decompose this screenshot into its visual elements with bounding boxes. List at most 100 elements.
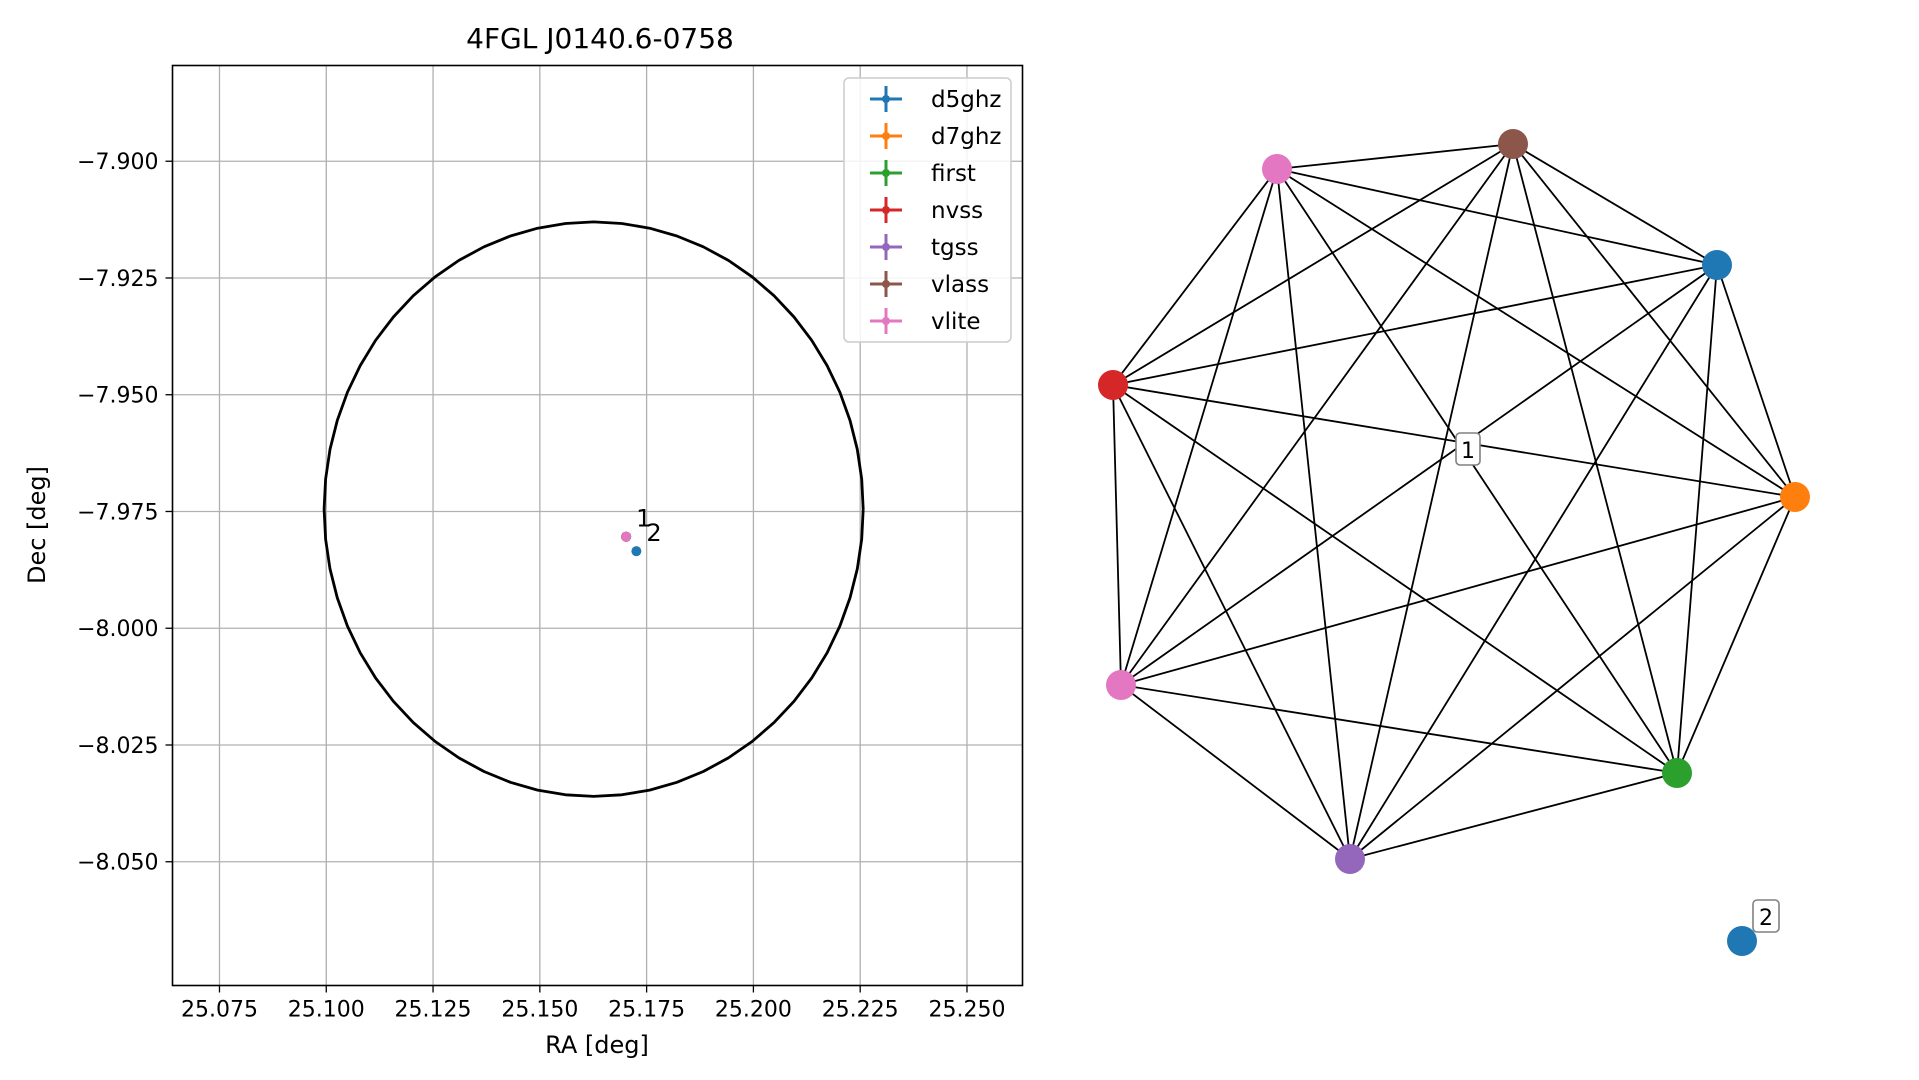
x-tick-label: 25.125 xyxy=(395,998,472,1023)
x-axis-ticks: 25.075 25.100 25.125 25.150 25.175 25.200 25.2… xyxy=(181,985,1005,1023)
network-edge xyxy=(1112,384,1678,774)
y-tick-label: −8.050 xyxy=(77,851,158,876)
x-tick-label: 25.100 xyxy=(288,998,365,1023)
network-edge xyxy=(1120,264,1718,686)
network-edge xyxy=(1276,168,1678,774)
node-vlass xyxy=(1498,129,1528,159)
legend-item-tgss: tgss xyxy=(870,234,979,261)
network-edges xyxy=(1112,143,1796,860)
network-edge xyxy=(1112,264,1718,386)
group-label-2-text: 2 xyxy=(1759,906,1773,931)
legend-frame xyxy=(843,77,1012,343)
network-edge xyxy=(1512,143,1678,774)
legend-item-d5ghz: d5ghz xyxy=(870,86,1001,113)
y-axis-ticks: −7.900 −7.925 −7.950 −7.975 −8.000 −8.025 −8.0… xyxy=(77,150,173,876)
point-d5ghz xyxy=(631,546,642,557)
x-tick-label: 25.075 xyxy=(181,998,258,1023)
node-vlite xyxy=(1106,670,1136,700)
legend-label: d7ghz xyxy=(931,124,1001,150)
x-tick-label: 25.250 xyxy=(928,998,1005,1023)
point-vlite xyxy=(621,531,632,542)
error-ellipse-outline xyxy=(322,220,865,798)
node-first xyxy=(1662,758,1692,788)
network-edge xyxy=(1512,143,1718,266)
network-edge xyxy=(1349,143,1514,860)
legend-marker-dot xyxy=(882,132,890,140)
legend-marker-dot xyxy=(882,280,890,288)
network-edge xyxy=(1120,684,1351,860)
point-annotation: 1 xyxy=(636,505,651,533)
group-label-1: 1 xyxy=(1455,432,1481,466)
group-label-1-box xyxy=(1455,432,1481,466)
legend-item-first: first xyxy=(870,160,976,187)
legend-marker-dot xyxy=(882,243,890,251)
legend-label: vlite xyxy=(931,309,981,335)
error-ellipse xyxy=(322,220,865,798)
chart-title: 4FGL J0140.6-0758 xyxy=(466,22,734,55)
legend-label: vlass xyxy=(931,272,989,298)
node-vlite xyxy=(1262,154,1292,184)
plot-frame xyxy=(171,64,1024,987)
x-tick-label: 25.225 xyxy=(822,998,899,1023)
legend-marker-dot xyxy=(882,95,890,103)
node-d7ghz xyxy=(1780,482,1810,512)
network-edge xyxy=(1349,264,1718,860)
y-tick-label: −7.950 xyxy=(77,384,158,409)
point-annotations: 12 xyxy=(636,505,662,547)
x-tick-label: 25.175 xyxy=(608,998,685,1023)
sky-position-plot: 4FGL J0140.6-0758 12 25.075 25.100 25.125 2… xyxy=(23,22,1024,1059)
x-axis-label: RA [deg] xyxy=(545,1031,649,1059)
legend-item-vlass: vlass xyxy=(870,271,989,298)
legend-label: first xyxy=(931,161,976,187)
node-d5ghz xyxy=(1702,250,1732,280)
node-nvss xyxy=(1098,370,1128,400)
legend-items: d5ghz d7ghz first nvss tgss vlass vlite xyxy=(870,86,1001,335)
legend: d5ghz d7ghz first nvss tgss vlass vlite xyxy=(843,77,1012,343)
y-tick-label: −8.025 xyxy=(77,734,158,759)
network-edge xyxy=(1512,143,1796,498)
legend-marker-dot xyxy=(882,317,890,325)
grid xyxy=(172,65,1023,986)
legend-label: nvss xyxy=(931,198,983,224)
network-edge xyxy=(1112,384,1796,498)
legend-item-nvss: nvss xyxy=(870,197,983,224)
network-edge xyxy=(1276,168,1796,498)
y-axis-label: Dec [deg] xyxy=(23,466,51,584)
group-label-1-text: 1 xyxy=(1461,439,1475,464)
network-edge xyxy=(1112,168,1278,386)
network-edge xyxy=(1120,143,1514,686)
crossmatch-network: 1 2 xyxy=(1098,129,1810,956)
node-d5ghz xyxy=(1727,926,1757,956)
group-label-2: 2 xyxy=(1752,899,1780,933)
y-tick-label: −8.000 xyxy=(77,617,158,642)
network-edge xyxy=(1349,772,1678,860)
legend-marker-dot xyxy=(882,206,890,214)
network-edge xyxy=(1120,684,1678,774)
y-tick-label: −7.975 xyxy=(77,500,158,525)
network-edge xyxy=(1276,143,1514,170)
network-nodes xyxy=(1098,129,1810,956)
network-edge xyxy=(1112,143,1514,386)
source-points xyxy=(621,531,642,557)
group-label-2-box xyxy=(1752,899,1780,933)
y-tick-label: −7.900 xyxy=(77,150,158,175)
network-edge xyxy=(1120,168,1278,686)
x-tick-label: 25.200 xyxy=(715,998,792,1023)
network-edge xyxy=(1120,496,1796,686)
network-edge xyxy=(1676,496,1796,774)
node-tgss xyxy=(1335,844,1365,874)
x-tick-label: 25.150 xyxy=(501,998,578,1023)
network-edge xyxy=(1676,264,1718,774)
legend-label: tgss xyxy=(931,235,979,261)
network-edge xyxy=(1112,384,1351,860)
network-edge xyxy=(1276,168,1351,860)
legend-item-vlite: vlite xyxy=(870,308,981,335)
legend-item-d7ghz: d7ghz xyxy=(870,123,1001,150)
network-edge xyxy=(1349,496,1796,860)
y-tick-label: −7.925 xyxy=(77,267,158,292)
network-edge xyxy=(1112,384,1122,686)
network-edge xyxy=(1716,264,1796,498)
legend-label: d5ghz xyxy=(931,87,1001,113)
point-annotation: 2 xyxy=(646,519,661,547)
